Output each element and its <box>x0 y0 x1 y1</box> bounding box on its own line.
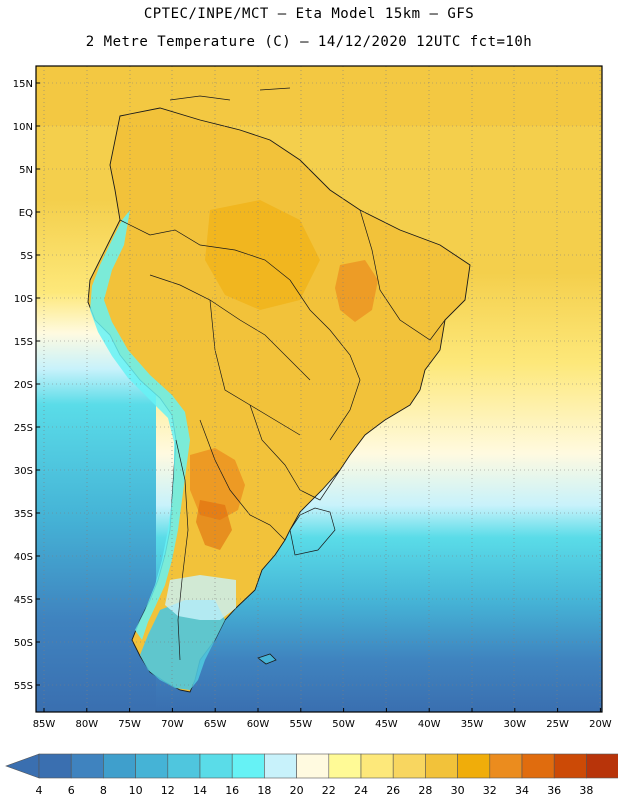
lon-label: 45W <box>375 719 398 730</box>
caribbean-islands <box>169 87 291 101</box>
colorbar-swatch <box>103 753 136 779</box>
colorbar-label: 4 <box>36 784 43 797</box>
lon-label: 60W <box>247 719 270 730</box>
falkland-islands <box>257 653 277 665</box>
colorbar-label: 10 <box>129 784 143 797</box>
colorbar-swatch <box>392 753 426 779</box>
colorbar-swatch <box>586 753 618 779</box>
colorbar-label: 6 <box>68 784 75 797</box>
lon-label: 75W <box>118 719 141 730</box>
colorbar-swatch <box>521 753 555 779</box>
colorbar-label: 12 <box>161 784 175 797</box>
colorbar-label: 30 <box>451 784 465 797</box>
lat-label: 55S <box>14 681 33 692</box>
colorbar-label: 34 <box>515 784 529 797</box>
lon-label: 85W <box>33 719 56 730</box>
lon-label: 50W <box>332 719 355 730</box>
patagonia-cool-zone <box>140 600 225 690</box>
lat-label: 5N <box>19 165 33 176</box>
colorbar-swatch <box>489 753 523 779</box>
lon-label: 35W <box>461 719 484 730</box>
country-borders <box>119 209 446 661</box>
colorbar-swatch <box>70 753 104 779</box>
colorbar-label: 36 <box>547 784 561 797</box>
longitude-labels: 85W 80W 75W 70W 65W 60W 55W 50W 45W 40W 35W 30W 25W 2… <box>33 708 612 730</box>
map-frame <box>35 65 603 713</box>
colorbar-swatch <box>231 753 265 779</box>
colorbar-swatch <box>425 753 458 779</box>
latitude-labels: 15N 10N 5N EQ 5S 10S 15S 20S 25S 30S 35S 40S 45S 50S 5… <box>13 79 40 692</box>
colorbar-swatch <box>296 753 330 779</box>
colorbar-label: 20 <box>290 784 304 797</box>
lon-label: 20W <box>589 719 612 730</box>
colorbar: 4 6 8 10 12 14 16 18 20 22 24 26 28 30 32 34 36 38 <box>5 753 618 797</box>
lat-label: 10N <box>13 122 33 133</box>
colorbar-swatches <box>5 753 618 779</box>
lon-label: 25W <box>546 719 569 730</box>
colorbar-swatch <box>328 753 362 779</box>
colorbar-swatch <box>360 753 394 779</box>
lat-label: 45S <box>14 595 33 606</box>
colorbar-label: 8 <box>100 784 107 797</box>
lat-label: 25S <box>14 423 33 434</box>
colorbar-min-arrow <box>5 753 40 779</box>
lat-label: 15S <box>14 337 33 348</box>
colorbar-label: 38 <box>579 784 593 797</box>
chart-title: CPTEC/INPE/MCT – Eta Model 15km – GFS <box>143 6 475 22</box>
lon-label: 40W <box>418 719 441 730</box>
colorbar-swatch <box>199 753 233 779</box>
colorbar-label: 22 <box>322 784 336 797</box>
lat-label: 30S <box>14 466 33 477</box>
colorbar-label: 26 <box>386 784 400 797</box>
colorbar-swatch <box>135 753 169 779</box>
lon-label: 30W <box>503 719 526 730</box>
lat-label: 35S <box>14 509 33 520</box>
colorbar-label: 16 <box>225 784 239 797</box>
lat-label: 10S <box>14 294 33 305</box>
colorbar-label: 28 <box>418 784 432 797</box>
hot-core-northeast <box>335 260 378 322</box>
lat-label: EQ <box>19 208 33 219</box>
andes-cool-zone <box>90 210 190 640</box>
lon-label: 70W <box>161 719 184 730</box>
colorbar-label: 14 <box>193 784 207 797</box>
colorbar-swatch <box>457 753 491 779</box>
map-field <box>36 66 602 712</box>
patagonia-light-zone <box>165 575 236 620</box>
lat-label: 40S <box>14 552 33 563</box>
lat-label: 5S <box>20 251 33 262</box>
lon-label: 65W <box>204 719 227 730</box>
lon-label: 80W <box>75 719 98 730</box>
colorbar-label: 32 <box>483 784 497 797</box>
colorbar-swatch <box>264 753 297 779</box>
temperature-map: 15N 10N 5N EQ 5S 10S 15S 20S 25S 30S 35S 40S 45S 50S 5… <box>13 65 612 730</box>
hot-core-south <box>196 500 232 550</box>
colorbar-labels: 4 6 8 10 12 14 16 18 20 22 24 26 28 30 32 34 36 38 <box>36 784 594 797</box>
colorbar-swatch <box>167 753 201 779</box>
lon-label: 55W <box>289 719 312 730</box>
colorbar-label: 18 <box>257 784 271 797</box>
colorbar-label: 24 <box>354 784 368 797</box>
chart-subtitle: 2 Metre Temperature (C) – 14/12/2020 12U… <box>85 34 533 50</box>
colorbar-swatch <box>38 753 72 779</box>
lat-label: 15N <box>13 79 33 90</box>
lat-label: 20S <box>14 380 33 391</box>
colorbar-swatch <box>553 753 587 779</box>
lat-label: 50S <box>14 638 33 649</box>
